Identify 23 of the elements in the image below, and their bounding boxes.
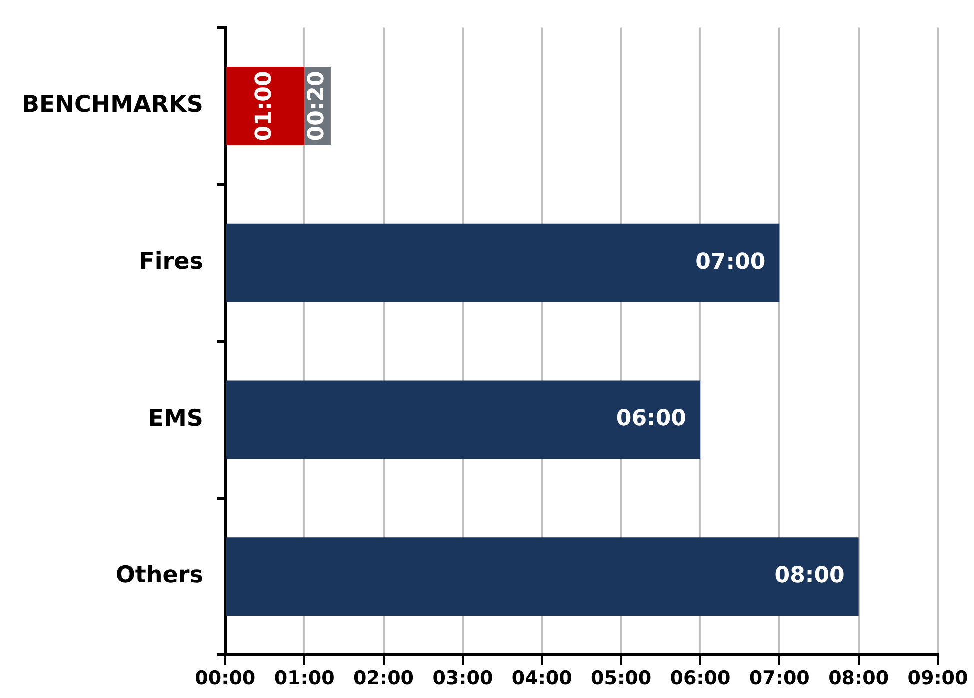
data-label: 00:20 <box>304 71 330 142</box>
data-label: 01:00 <box>252 71 278 142</box>
x-tick-label: 03:00 <box>432 668 494 690</box>
y-tick-label: EMS <box>148 406 204 432</box>
bar <box>226 67 305 146</box>
x-tick-label: 04:00 <box>512 668 572 690</box>
x-tick-label: 01:00 <box>274 668 335 690</box>
y-tick-label: Fires <box>139 249 204 276</box>
y-tick-label: Others <box>116 562 204 589</box>
x-tick-label: 07:00 <box>749 668 810 690</box>
data-label: 07:00 <box>696 250 766 275</box>
x-tick-label: 00:00 <box>195 668 256 690</box>
x-tick-label: 02:00 <box>354 668 414 690</box>
data-label: 06:00 <box>616 406 686 432</box>
x-tick-label: 05:00 <box>591 668 652 690</box>
x-tick-label: 08:00 <box>828 668 890 690</box>
data-label: 08:00 <box>774 563 845 588</box>
bar <box>226 380 700 460</box>
x-tick-label: 09:00 <box>908 668 968 690</box>
y-tick-label: BENCHMARKS <box>22 92 204 118</box>
x-tick-label: 06:00 <box>670 668 731 690</box>
bar <box>226 538 859 616</box>
bar <box>226 224 780 302</box>
